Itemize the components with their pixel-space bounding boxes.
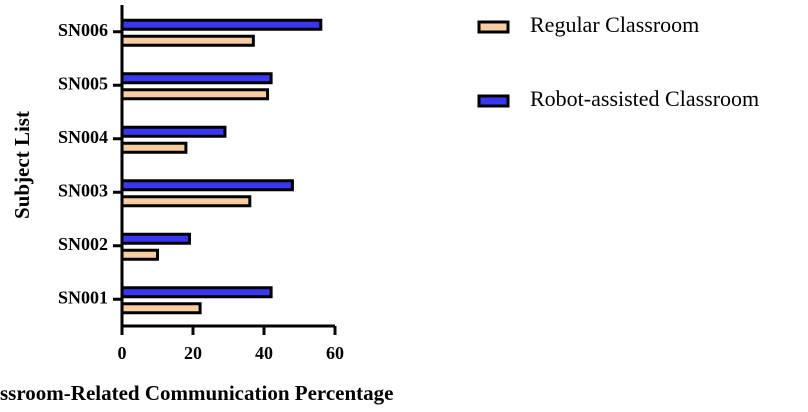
x-tick-label: 60 (326, 343, 344, 363)
bar (120, 18, 323, 31)
bar (120, 179, 294, 192)
x-axis-title: ssroom-Related Communication Percentage (0, 381, 393, 405)
bar (120, 141, 188, 154)
y-axis-title: Subject List (10, 111, 34, 219)
y-tick-label: SN002 (58, 234, 108, 254)
x-tick-label: 40 (255, 343, 273, 363)
bar (120, 232, 191, 245)
y-tick-label: SN004 (58, 127, 108, 147)
bar (120, 302, 202, 315)
bar (120, 88, 270, 101)
y-tick-label: SN001 (58, 287, 108, 307)
bar (120, 125, 227, 138)
legend-label: Robot-assisted Classroom (530, 86, 759, 111)
bar (120, 72, 273, 85)
bar (120, 195, 252, 208)
y-tick-label: SN005 (58, 73, 108, 93)
legend-swatch (477, 94, 510, 108)
bar (120, 248, 159, 261)
legend-label: Regular Classroom (530, 12, 699, 37)
x-tick-label: 0 (118, 343, 127, 363)
y-tick-label: SN003 (58, 180, 108, 200)
x-tick-label: 20 (184, 343, 202, 363)
legend-swatch (477, 20, 510, 34)
bar (120, 286, 273, 299)
bar (120, 34, 255, 47)
y-tick-label: SN006 (58, 20, 108, 40)
